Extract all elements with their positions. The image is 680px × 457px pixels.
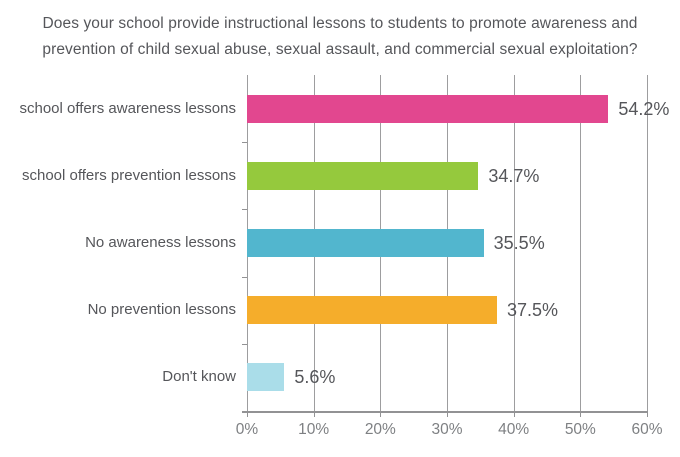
x-axis-tick-label: 20% — [364, 421, 396, 438]
x-axis-tick — [513, 411, 515, 417]
x-axis-tick-label: 10% — [298, 421, 330, 438]
gridline — [513, 75, 515, 411]
category-label: No awareness lessons — [85, 234, 236, 251]
x-axis-tick-label: 40% — [498, 421, 530, 438]
bar — [247, 161, 479, 190]
x-axis-tick-label: 30% — [431, 421, 463, 438]
x-axis-tick-label: 0% — [235, 421, 259, 438]
y-axis-tick — [242, 343, 247, 345]
gridline — [580, 75, 582, 411]
x-axis-tick — [313, 411, 315, 417]
value-label: 5.6% — [294, 367, 336, 388]
value-label: 34.7% — [488, 165, 540, 186]
y-axis-tick — [242, 142, 247, 144]
x-axis-tick-label: 50% — [564, 421, 596, 438]
y-axis-tick — [242, 209, 247, 211]
gridline — [647, 75, 648, 411]
x-axis-tick — [380, 411, 382, 417]
category-label: No prevention lessons — [87, 301, 236, 319]
category-label: Don't know — [162, 368, 236, 386]
chart-title-line1: Does your school provide instructional l… — [42, 15, 638, 32]
chart-title: Does your school provide instructional l… — [0, 11, 680, 63]
bar — [247, 229, 484, 257]
x-axis-tick — [447, 411, 448, 417]
x-axis-tick — [247, 411, 248, 417]
bar — [247, 363, 285, 392]
value-label: 54.2% — [618, 98, 670, 119]
x-axis-tick — [647, 411, 648, 417]
x-axis-tick-label: 60% — [631, 421, 663, 438]
x-axis-line — [242, 411, 648, 413]
chart-title-line2: prevention of child sexual abuse, sexual… — [42, 41, 638, 58]
category-label: school offers awareness lessons — [19, 99, 236, 117]
bar — [247, 94, 609, 123]
category-label: school offers prevention lessons — [21, 166, 236, 184]
y-axis-tick — [242, 276, 247, 278]
value-label: 37.5% — [507, 300, 559, 321]
value-label: 35.5% — [493, 233, 545, 253]
bar — [247, 296, 497, 325]
x-axis-tick — [580, 411, 582, 417]
